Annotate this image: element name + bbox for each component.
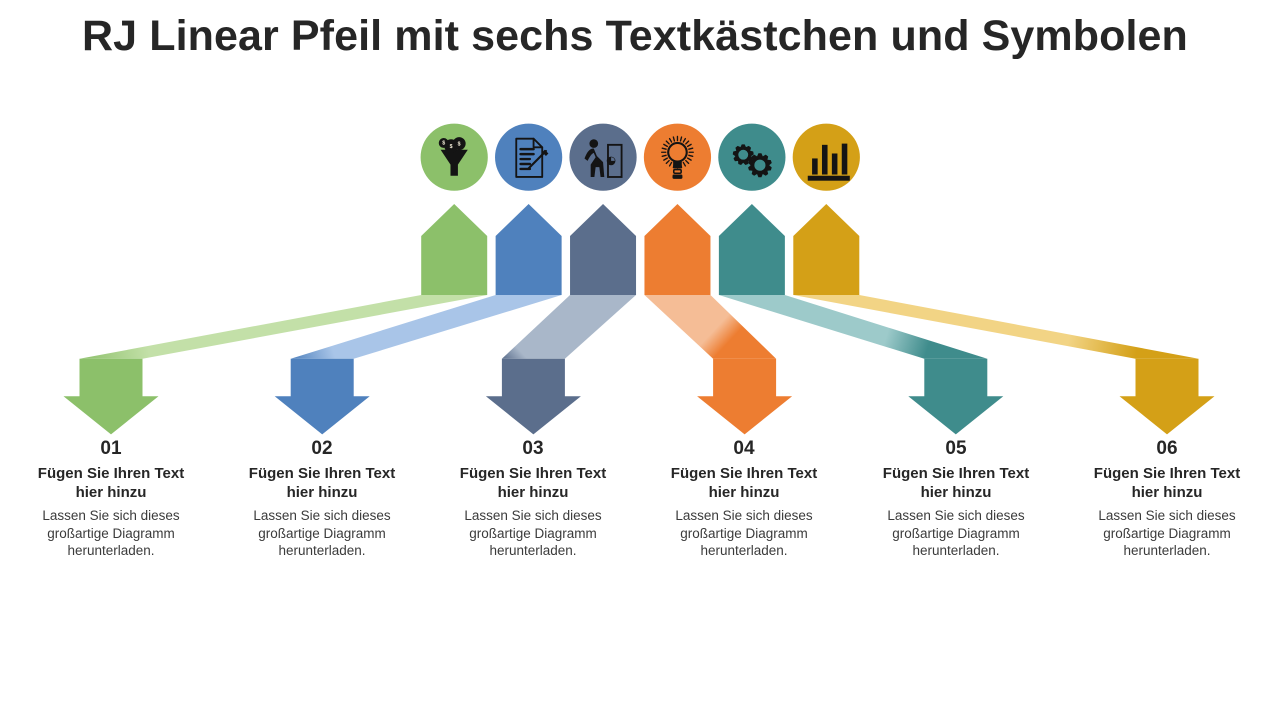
svg-text:$: $ <box>450 144 453 150</box>
svg-text:$: $ <box>458 142 461 148</box>
svg-text:$: $ <box>442 141 445 147</box>
